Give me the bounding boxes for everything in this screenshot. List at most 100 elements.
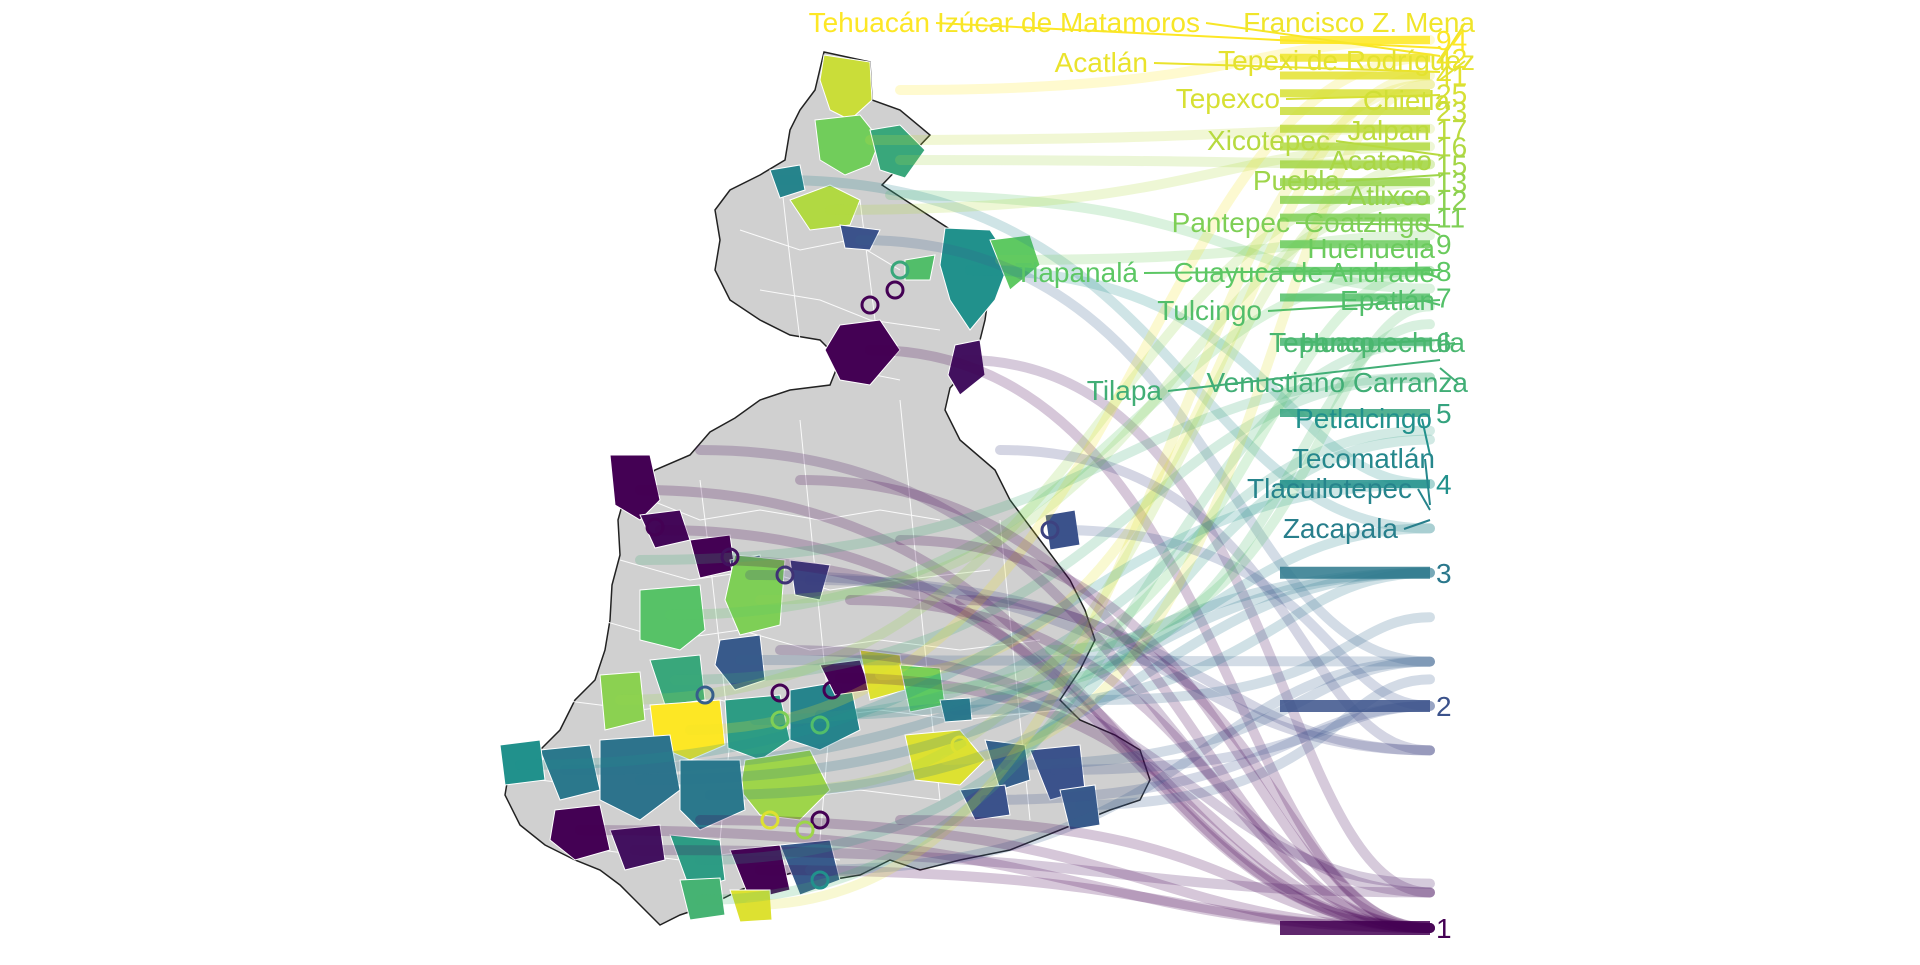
municipality-label: Acateno xyxy=(1329,145,1432,176)
municipality-patch xyxy=(679,877,726,921)
label-leader-line xyxy=(1295,222,1441,226)
municipality-patch xyxy=(959,784,1011,821)
count-label: 17 xyxy=(1436,114,1467,145)
municipality-patch xyxy=(724,554,786,636)
highlight-ring xyxy=(810,870,830,890)
municipality-label: Tilapa xyxy=(1087,375,1163,406)
municipality-patch xyxy=(649,654,706,706)
municipality-patch xyxy=(729,844,791,901)
highlight-ring xyxy=(770,710,790,730)
municipality-label: Petlalcingo xyxy=(1295,403,1432,434)
highlight-ring xyxy=(890,260,910,280)
flow-line xyxy=(655,525,1435,933)
flow-line xyxy=(635,567,1435,785)
count-label: 7 xyxy=(1436,283,1452,314)
municipality-labels: Tehuacán Izúcar de Matamoros Francisco Z. … xyxy=(809,7,1476,544)
label-leader-line xyxy=(1424,248,1431,251)
highlight-ring xyxy=(860,295,880,315)
municipality-patch xyxy=(939,227,1011,331)
flow-line xyxy=(670,372,1435,685)
label-leader-line xyxy=(1424,272,1441,279)
municipality-patch xyxy=(724,694,791,761)
municipality-label: Tecomatlán xyxy=(1292,443,1435,474)
flow-line xyxy=(560,567,1435,775)
label-leader-line xyxy=(1143,269,1441,274)
count-label: 12 xyxy=(1436,185,1467,216)
municipality-patch xyxy=(599,671,646,731)
municipality-label: Epatlán xyxy=(1340,285,1435,316)
highlight-ring xyxy=(770,683,790,703)
municipality-label: Coatzingo xyxy=(1304,207,1430,238)
municipality-patch xyxy=(714,634,766,691)
municipality-label: Tehuacán xyxy=(809,7,930,38)
count-label: 23 xyxy=(1436,96,1467,127)
municipality-patch xyxy=(669,834,726,891)
municipality-label: Huehuetla xyxy=(1307,233,1435,264)
municipality-label: Tepexi de Rodríguez xyxy=(1218,45,1475,76)
flow-line xyxy=(775,645,1435,889)
count-label: 42 xyxy=(1436,43,1467,74)
municipality-patch xyxy=(499,739,546,786)
highlight-ring xyxy=(760,810,780,830)
label-leader-line xyxy=(1167,359,1441,392)
municipality-patch xyxy=(1059,784,1101,831)
label-leader-line xyxy=(1205,22,1441,57)
municipality-label: Jalpan xyxy=(1347,115,1430,146)
label-leader-line xyxy=(1421,418,1431,456)
flow-line xyxy=(885,190,1435,294)
count-label: 41 xyxy=(1436,61,1467,92)
flow-line xyxy=(705,555,1435,933)
flow-line xyxy=(630,845,1435,898)
count-label: 13 xyxy=(1436,167,1467,198)
label-leader-line xyxy=(1267,299,1441,312)
highlight-ring xyxy=(775,565,795,585)
flow-line xyxy=(965,265,1435,489)
municipality-label: Tepexco xyxy=(1176,83,1280,114)
flow-line xyxy=(995,230,1435,265)
municipality-patch xyxy=(639,584,706,651)
municipality-label: Atlixco xyxy=(1348,180,1430,211)
municipality-patches xyxy=(499,54,1101,923)
municipality-patch xyxy=(869,124,926,179)
municipality-label: Acatlán xyxy=(1055,47,1148,78)
municipality-label: Zacapala xyxy=(1283,513,1399,544)
flow-line xyxy=(865,345,1435,933)
flow-line xyxy=(695,434,1435,865)
flow-line xyxy=(940,79,1435,765)
flow-line xyxy=(795,475,1435,933)
flow-line xyxy=(805,656,1435,875)
flow-line xyxy=(745,570,1435,756)
label-leader-line xyxy=(1380,339,1441,344)
label-leader-line xyxy=(1335,140,1441,156)
highlight-ring xyxy=(822,680,842,700)
highlight-ring xyxy=(1040,520,1060,540)
label-leader-line xyxy=(1417,488,1431,511)
municipality-label: Izúcar de Matamoros xyxy=(937,7,1200,38)
flow-line xyxy=(750,425,1435,725)
flow-line xyxy=(695,445,1435,898)
label-leader-line xyxy=(1424,458,1431,506)
municipality-label: Francisco Z. Mena xyxy=(1243,7,1475,38)
flow-line xyxy=(950,567,1435,715)
label-leader-line xyxy=(1345,174,1441,182)
count-label: 4 xyxy=(1436,469,1452,500)
flow-line xyxy=(855,235,1435,667)
count-label: 6 xyxy=(1436,327,1452,358)
label-leader-line xyxy=(1439,342,1456,346)
highlight-ring xyxy=(810,715,830,735)
count-label: 8 xyxy=(1436,256,1452,287)
municipality-label: Pantepec xyxy=(1172,207,1290,238)
municipality-patch xyxy=(839,224,881,251)
flow-line xyxy=(665,265,1435,620)
municipality-patch xyxy=(904,254,936,281)
municipality-patch xyxy=(609,824,666,871)
count-label: 94 xyxy=(1436,25,1467,56)
municipality-patch xyxy=(824,319,901,386)
flow-line xyxy=(1075,674,1435,810)
count-label: 16 xyxy=(1436,132,1467,163)
highlight-ring xyxy=(885,280,905,300)
municipality-label: Tlacuilotepec xyxy=(1247,473,1412,504)
flow-line xyxy=(835,673,1435,933)
flow-line xyxy=(1000,656,1435,770)
flow-line xyxy=(615,177,1435,705)
